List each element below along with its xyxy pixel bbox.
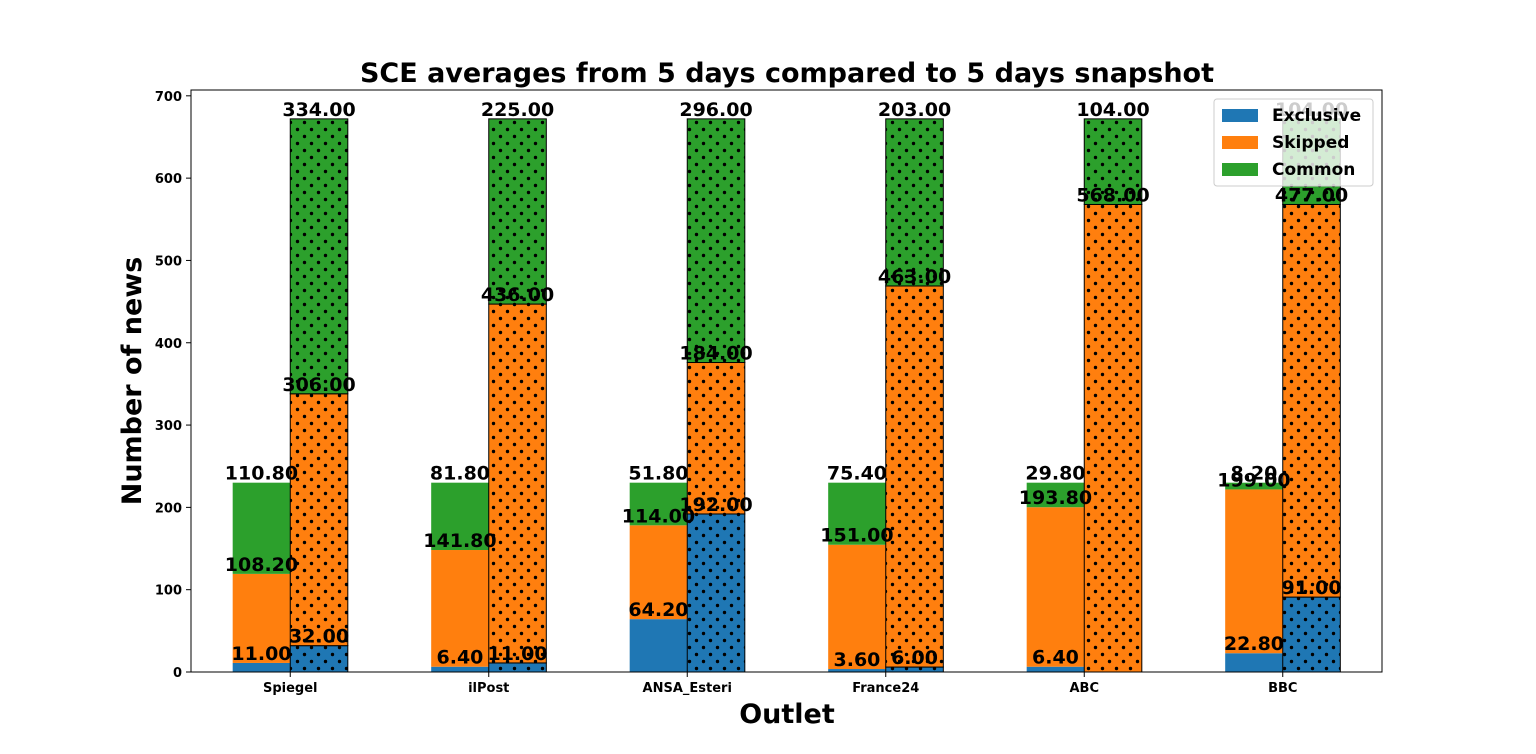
data-label-common: 225.00 [481, 99, 554, 121]
x-tick-label: France24 [852, 681, 919, 696]
bar-common-average [629, 482, 688, 526]
y-tick-label: 0 [173, 666, 182, 681]
bar-common-average [431, 482, 489, 551]
legend-label-exclusive: Exclusive [1272, 106, 1361, 126]
data-label-common: 8.20 [1231, 463, 1278, 485]
data-label-exclusive: 32.00 [289, 626, 349, 648]
bar-hatch-overlay [1282, 597, 1341, 672]
data-label-skipped: 151.00 [820, 525, 893, 547]
bar-exclusive-average [1026, 666, 1085, 672]
data-label-exclusive: 11.00 [487, 643, 547, 665]
bar-common-average [828, 482, 886, 545]
data-label-skipped: 114.00 [622, 505, 695, 527]
x-tick-label: ANSA_Esteri [643, 681, 732, 696]
data-label-skipped: 306.00 [282, 374, 355, 396]
bar-exclusive-average [232, 662, 291, 672]
y-tick-label: 400 [155, 337, 182, 352]
data-label-common: 334.00 [282, 99, 355, 121]
bar-skipped-average [828, 544, 886, 670]
bar-hatch-overlay [687, 118, 745, 363]
bar-hatch-overlay [885, 667, 944, 672]
y-tick-label: 600 [155, 172, 182, 187]
data-label-exclusive: 6.40 [1032, 647, 1079, 669]
bar-skipped-average [629, 525, 688, 620]
legend-swatch-skipped [1222, 136, 1258, 149]
plot-frame [190, 89, 1383, 673]
data-label-exclusive: 11.00 [231, 643, 291, 665]
bar-skipped-average [1026, 507, 1085, 667]
data-label-skipped: 141.80 [423, 530, 496, 552]
y-axis-title: Number of news [117, 257, 148, 506]
data-label-skipped: 199.00 [1217, 469, 1290, 491]
data-label-common: 75.40 [827, 463, 887, 485]
bar-skipped-average [431, 550, 489, 667]
y-tick-label: 200 [155, 501, 182, 516]
chart-title: SCE averages from 5 days compared to 5 d… [360, 58, 1214, 89]
data-label-skipped: 568.00 [1076, 184, 1149, 206]
data-label-skipped: 108.20 [225, 554, 298, 576]
data-label-exclusive: 6.00 [891, 647, 938, 669]
bar-hatch-overlay [885, 118, 944, 286]
bar-hatch-overlay [488, 118, 547, 305]
data-label-common: 296.00 [679, 99, 752, 121]
bar-hatch-overlay [290, 645, 348, 672]
x-tick-label: BBC [1268, 681, 1297, 696]
data-label-exclusive: 192.00 [679, 494, 752, 516]
bar-hatch-overlay [488, 304, 547, 663]
y-tick-label: 100 [155, 584, 182, 599]
legend-swatch-exclusive [1222, 109, 1258, 122]
data-label-exclusive: 3.60 [834, 649, 881, 671]
data-label-common: 203.00 [878, 99, 951, 121]
data-label-skipped: 436.00 [481, 284, 554, 306]
legend-label-common: Common [1272, 160, 1355, 180]
bar-hatch-overlay [488, 662, 547, 672]
y-tick-label: 300 [155, 419, 182, 434]
data-label-exclusive: 64.20 [628, 599, 688, 621]
y-tick-label: 700 [155, 90, 182, 105]
data-label-common: 110.80 [225, 463, 298, 485]
data-label-common: 29.80 [1025, 463, 1085, 485]
bar-hatch-overlay [1084, 118, 1142, 205]
y-tick-label: 500 [155, 254, 182, 269]
bar-hatch-overlay [290, 393, 348, 646]
bar-common-average [1225, 482, 1283, 490]
bar-hatch-overlay [1282, 204, 1341, 598]
bar-skipped-average [232, 573, 291, 663]
x-axis: Spiegel ilPost ANSA_Esteri France24 ABC BBC [263, 672, 1297, 696]
bar-exclusive-average [828, 669, 886, 672]
bar-exclusive-average [1225, 653, 1283, 672]
x-axis-title: Outlet [739, 699, 835, 730]
data-label-common: 51.80 [628, 463, 688, 485]
data-labels-layer: 11.00 108.20 110.80 32.00 306.00 334.00 6.40 14… [225, 99, 1348, 671]
bar-exclusive-average [431, 666, 489, 672]
bar-hatch-overlay [885, 285, 944, 668]
data-label-common: 104.00 [1076, 99, 1149, 121]
data-label-skipped: 477.00 [1275, 184, 1348, 206]
data-label-skipped: 184.00 [679, 343, 752, 365]
bar-hatch-overlay [1084, 204, 1142, 673]
x-tick-label: ABC [1069, 681, 1099, 696]
y-axis: 0 100 200 300 400 500 600 700 [155, 90, 191, 681]
data-label-common: 81.80 [430, 463, 490, 485]
data-label-exclusive: 6.40 [437, 647, 484, 669]
data-label-exclusive: 91.00 [1281, 577, 1341, 599]
bars-layer [232, 118, 1341, 673]
bar-common-average [1026, 482, 1085, 508]
legend-label-skipped: Skipped [1272, 133, 1349, 153]
bar-skipped-average [1225, 489, 1283, 654]
bar-exclusive-average [629, 619, 688, 672]
data-label-exclusive: 22.80 [1224, 633, 1284, 655]
bar-hatch-overlay [687, 362, 745, 514]
bar-common-average [232, 482, 291, 574]
data-label-skipped: 193.80 [1019, 487, 1092, 509]
x-tick-label: Spiegel [263, 681, 318, 696]
bar-hatch-overlay [290, 118, 348, 394]
legend: Exclusive Skipped Common [1213, 98, 1374, 187]
bar-hatch-overlay [687, 513, 745, 672]
legend-swatch-common [1222, 163, 1258, 176]
data-label-skipped: 463.00 [878, 266, 951, 288]
x-tick-label: ilPost [468, 681, 509, 696]
